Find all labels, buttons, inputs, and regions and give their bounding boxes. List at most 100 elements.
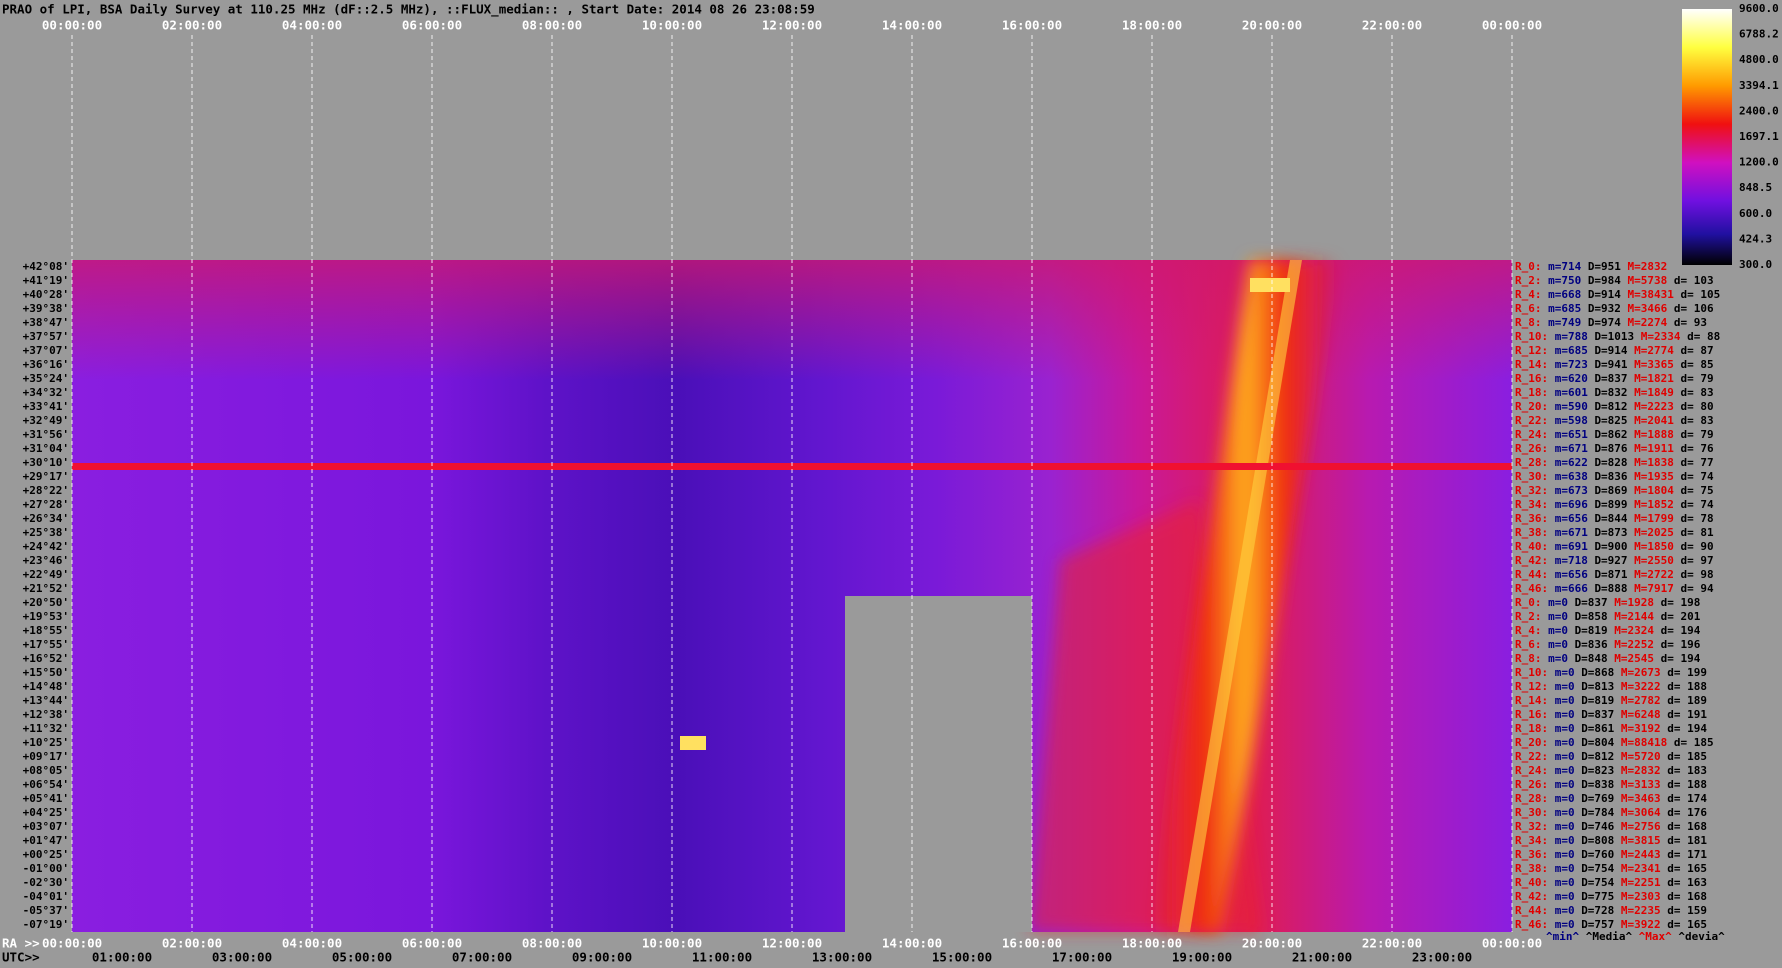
top-time-label: 08:00:00 — [522, 18, 582, 33]
stats-value: D=819 — [1581, 694, 1614, 707]
stats-value: M=2341 — [1621, 862, 1661, 875]
stats-value: m=0 — [1555, 708, 1575, 721]
stats-value: R_42: — [1515, 890, 1548, 903]
stats-value: D=869 — [1594, 484, 1627, 497]
stats-value: m=788 — [1555, 330, 1588, 343]
stats-value: D=848 — [1575, 652, 1608, 665]
stats-row: R_8: m=749 D=974 M=2274 d= 93 — [1515, 316, 1707, 329]
stats-value: D=728 — [1581, 904, 1614, 917]
stats-value: D=837 — [1575, 596, 1608, 609]
top-time-label: 00:00:00 — [42, 18, 102, 33]
stats-value: R_34: — [1515, 834, 1548, 847]
declination-label: +17°55' — [23, 638, 69, 651]
stats-value: D=836 — [1575, 638, 1608, 651]
stats-value: m=0 — [1555, 806, 1575, 819]
declination-label: +42°08' — [23, 260, 69, 273]
declination-label: +34°32' — [23, 386, 69, 399]
stats-value: M=1804 — [1634, 484, 1674, 497]
stats-value: D=836 — [1594, 470, 1627, 483]
stats-value: m=685 — [1548, 302, 1581, 315]
stats-value: M=1799 — [1634, 512, 1674, 525]
top-time-label: 04:00:00 — [282, 18, 342, 33]
stats-value: m=723 — [1555, 358, 1588, 371]
ra-label: 00:00:00 — [42, 936, 102, 951]
declination-label: +26°34' — [23, 512, 69, 525]
stats-value: m=0 — [1548, 624, 1568, 637]
stats-value: R_32: — [1515, 820, 1548, 833]
utc-label: 03:00:00 — [212, 950, 272, 965]
stats-value: M=1838 — [1634, 456, 1674, 469]
colorbar-label: 424.3 — [1739, 232, 1772, 245]
stats-value: R_10: — [1515, 666, 1548, 679]
top-time-label: 00:00:00 — [1482, 18, 1542, 33]
stats-value: R_22: — [1515, 750, 1548, 763]
ra-label: 16:00:00 — [1002, 936, 1062, 951]
colorbar-label: 4800.0 — [1739, 53, 1779, 66]
colorbar-label: 300.0 — [1739, 258, 1772, 271]
footer-label: ^Media^ — [1586, 930, 1633, 943]
ra-label: 00:00:00 — [1482, 936, 1542, 951]
stats-value: D=1013 — [1594, 330, 1634, 343]
stats-value: M=3133 — [1621, 778, 1661, 791]
stats-value: M=3466 — [1628, 302, 1668, 315]
declination-label: +25°38' — [23, 526, 69, 539]
stats-value: M=1911 — [1634, 442, 1674, 455]
stats-row: R_4: m=0 D=819 M=2324 d= 194 — [1515, 624, 1701, 637]
stats-value: R_14: — [1515, 358, 1548, 371]
stats-value: D=974 — [1588, 316, 1621, 329]
stats-value: R_20: — [1515, 400, 1548, 413]
ra-label: 04:00:00 — [282, 936, 342, 951]
stats-value: d= 98 — [1681, 568, 1714, 581]
stats-value: d= 88 — [1687, 330, 1720, 343]
stats-value: D=858 — [1575, 610, 1608, 623]
stats-value: d= 188 — [1667, 778, 1707, 791]
declination-label: +00°25' — [23, 848, 69, 861]
stats-value: M=2025 — [1634, 526, 1674, 539]
stats-value: R_42: — [1515, 554, 1548, 567]
stats-value: D=804 — [1581, 736, 1614, 749]
stats-value: m=0 — [1555, 862, 1575, 875]
stats-value: m=656 — [1555, 568, 1588, 581]
stats-value: R_26: — [1515, 778, 1548, 791]
stats-value: M=2673 — [1621, 666, 1661, 679]
stats-value: D=757 — [1581, 918, 1614, 931]
stats-row: R_24: m=651 D=862 M=1888 d= 79 — [1515, 428, 1714, 441]
declination-label: -02°30' — [23, 876, 69, 889]
stats-row: R_22: m=598 D=825 M=2041 d= 83 — [1515, 414, 1714, 427]
stats-value: D=873 — [1594, 526, 1627, 539]
declination-label: +01°47' — [23, 834, 69, 847]
stats-row: R_22: m=0 D=812 M=5720 d= 185 — [1515, 750, 1707, 763]
top-time-label: 10:00:00 — [642, 18, 702, 33]
declination-label: +23°46' — [23, 554, 69, 567]
footer-label: ^devia^ — [1678, 930, 1725, 943]
top-time-label: 20:00:00 — [1242, 18, 1302, 33]
stats-value: D=812 — [1581, 750, 1614, 763]
stats-value: M=2274 — [1628, 316, 1668, 329]
title: PRAO of LPI, BSA Daily Survey at 110.25 … — [2, 2, 815, 18]
stats-value: M=3365 — [1634, 358, 1674, 371]
stats-value: D=837 — [1581, 708, 1614, 721]
stats-value: d= 185 — [1674, 736, 1714, 749]
stats-value: R_24: — [1515, 764, 1548, 777]
declination-label: +22°49' — [23, 568, 69, 581]
declination-label: +33°41' — [23, 400, 69, 413]
heatmap-stripe — [72, 463, 1512, 470]
top-time-label: 14:00:00 — [882, 18, 942, 33]
stats-value: R_2: — [1515, 274, 1542, 287]
stats-row: R_14: m=723 D=941 M=3365 d= 85 — [1515, 358, 1714, 371]
colorbar-label: 600.0 — [1739, 207, 1772, 220]
stats-value: M=2223 — [1634, 400, 1674, 413]
stats-row: R_20: m=0 D=804 M=88418 d= 185 — [1515, 736, 1714, 749]
stats-value: M=3064 — [1621, 806, 1661, 819]
declination-label: +24°42' — [23, 540, 69, 553]
stats-value: R_4: — [1515, 624, 1542, 637]
stats-value: d= 188 — [1667, 680, 1707, 693]
ra-label: 18:00:00 — [1122, 936, 1182, 951]
stats-value: M=2756 — [1621, 820, 1661, 833]
stats-value: D=951 — [1588, 260, 1621, 273]
stats-value: d= 171 — [1667, 848, 1707, 861]
stats-value: d= 93 — [1674, 316, 1707, 329]
declination-label: +30°10' — [23, 456, 69, 469]
stats-value: D=900 — [1594, 540, 1627, 553]
stats-value: M=1852 — [1634, 498, 1674, 511]
